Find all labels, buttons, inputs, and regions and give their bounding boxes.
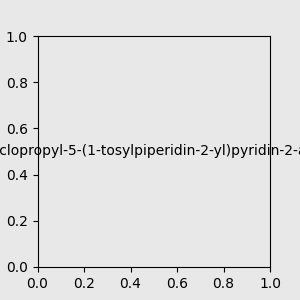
Text: N-Cyclopropyl-5-(1-tosylpiperidin-2-yl)pyridin-2-amine: N-Cyclopropyl-5-(1-tosylpiperidin-2-yl)p…	[0, 145, 300, 158]
